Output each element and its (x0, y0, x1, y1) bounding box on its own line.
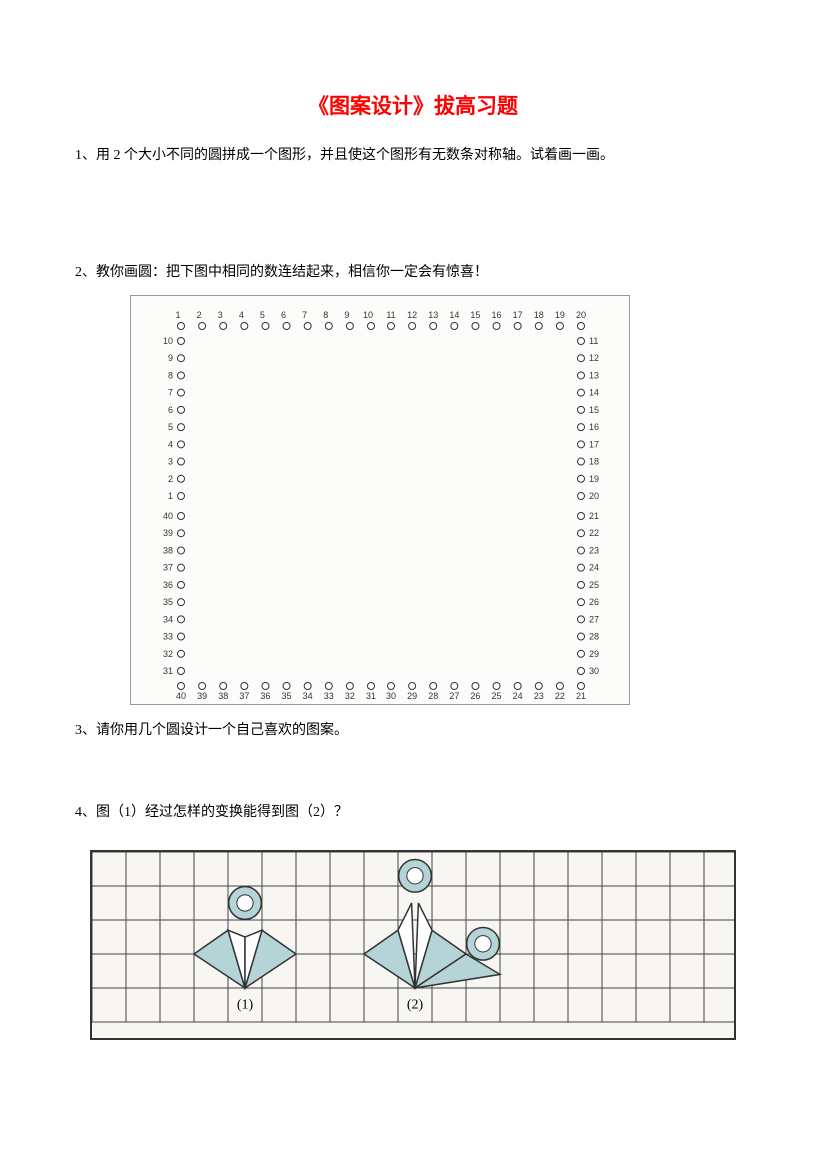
svg-text:22: 22 (589, 528, 599, 538)
svg-text:3: 3 (168, 456, 173, 466)
svg-text:35: 35 (282, 691, 292, 701)
svg-text:36: 36 (260, 691, 270, 701)
svg-text:11: 11 (589, 336, 598, 346)
svg-text:38: 38 (163, 545, 173, 555)
svg-text:26: 26 (470, 691, 480, 701)
svg-text:15: 15 (589, 405, 599, 415)
svg-text:9: 9 (344, 310, 349, 320)
svg-text:15: 15 (470, 310, 480, 320)
svg-text:18: 18 (534, 310, 544, 320)
svg-text:8: 8 (323, 310, 328, 320)
svg-text:35: 35 (163, 597, 173, 607)
page-title: 《图案设计》拔高习题 (75, 90, 751, 120)
svg-text:4: 4 (239, 310, 244, 320)
svg-text:13: 13 (428, 310, 438, 320)
svg-text:17: 17 (589, 439, 599, 449)
question-4: 4、图（1）经过怎样的变换能得到图（2）？ (75, 802, 751, 824)
svg-text:34: 34 (163, 614, 173, 624)
svg-text:16: 16 (589, 422, 599, 432)
svg-text:39: 39 (197, 691, 207, 701)
svg-text:14: 14 (589, 387, 599, 397)
svg-text:34: 34 (303, 691, 313, 701)
svg-text:30: 30 (386, 691, 396, 701)
svg-text:31: 31 (366, 691, 376, 701)
svg-text:22: 22 (555, 691, 565, 701)
question-3: 3、请你用几个圆设计一个自己喜欢的图案。 (75, 720, 751, 742)
svg-text:40: 40 (163, 511, 173, 521)
svg-text:8: 8 (168, 370, 173, 380)
svg-text:4: 4 (168, 439, 173, 449)
svg-text:37: 37 (163, 562, 173, 572)
svg-text:10: 10 (363, 310, 373, 320)
svg-text:12: 12 (589, 353, 599, 363)
svg-text:(1): (1) (237, 997, 254, 1012)
svg-text:20: 20 (589, 491, 599, 501)
svg-text:1: 1 (175, 310, 180, 320)
svg-text:21: 21 (589, 511, 599, 521)
svg-text:30: 30 (589, 666, 599, 676)
svg-text:17: 17 (513, 310, 523, 320)
svg-text:12: 12 (407, 310, 417, 320)
svg-text:26: 26 (589, 597, 599, 607)
svg-text:20: 20 (576, 310, 586, 320)
svg-text:27: 27 (449, 691, 459, 701)
svg-text:28: 28 (589, 631, 599, 641)
svg-text:2: 2 (168, 474, 173, 484)
svg-text:9: 9 (168, 353, 173, 363)
svg-text:11: 11 (386, 310, 395, 320)
svg-text:21: 21 (576, 691, 586, 701)
svg-text:27: 27 (589, 614, 599, 624)
svg-text:31: 31 (163, 666, 173, 676)
diagram-2-container: 1234567891011121314151617181920109876543… (75, 295, 751, 705)
question-2: 2、教你画圆：把下图中相同的数连结起来，相信你一定会有惊喜！ (75, 262, 751, 284)
svg-text:6: 6 (281, 310, 286, 320)
svg-text:25: 25 (589, 580, 599, 590)
svg-text:13: 13 (589, 370, 599, 380)
svg-text:33: 33 (163, 631, 173, 641)
svg-text:29: 29 (589, 649, 599, 659)
svg-text:28: 28 (428, 691, 438, 701)
svg-text:33: 33 (324, 691, 334, 701)
grid-diagram: (1) (2) (90, 850, 736, 1040)
diagram-4-container: (1) (2) (75, 850, 751, 1040)
svg-text:(2): (2) (407, 997, 424, 1012)
svg-text:10: 10 (163, 336, 173, 346)
svg-text:38: 38 (218, 691, 228, 701)
svg-text:19: 19 (555, 310, 565, 320)
svg-text:5: 5 (260, 310, 265, 320)
svg-text:37: 37 (239, 691, 249, 701)
svg-text:16: 16 (492, 310, 502, 320)
svg-text:14: 14 (449, 310, 459, 320)
svg-text:39: 39 (163, 528, 173, 538)
svg-text:23: 23 (589, 545, 599, 555)
dot-diagram: 1234567891011121314151617181920109876543… (130, 295, 630, 705)
svg-text:2: 2 (197, 310, 202, 320)
svg-text:32: 32 (345, 691, 355, 701)
svg-text:29: 29 (407, 691, 417, 701)
svg-text:3: 3 (218, 310, 223, 320)
svg-text:7: 7 (168, 387, 173, 397)
svg-text:24: 24 (513, 691, 523, 701)
svg-text:5: 5 (168, 422, 173, 432)
svg-text:25: 25 (492, 691, 502, 701)
svg-text:24: 24 (589, 562, 599, 572)
svg-text:32: 32 (163, 649, 173, 659)
question-1: 1、用 2 个大小不同的圆拼成一个图形，并且使这个图形有无数条对称轴。试着画一画… (75, 145, 751, 167)
svg-text:1: 1 (168, 491, 173, 501)
svg-text:23: 23 (534, 691, 544, 701)
svg-text:36: 36 (163, 580, 173, 590)
svg-text:40: 40 (176, 691, 186, 701)
svg-text:19: 19 (589, 474, 599, 484)
svg-text:18: 18 (589, 456, 599, 466)
svg-text:6: 6 (168, 405, 173, 415)
svg-text:7: 7 (302, 310, 307, 320)
